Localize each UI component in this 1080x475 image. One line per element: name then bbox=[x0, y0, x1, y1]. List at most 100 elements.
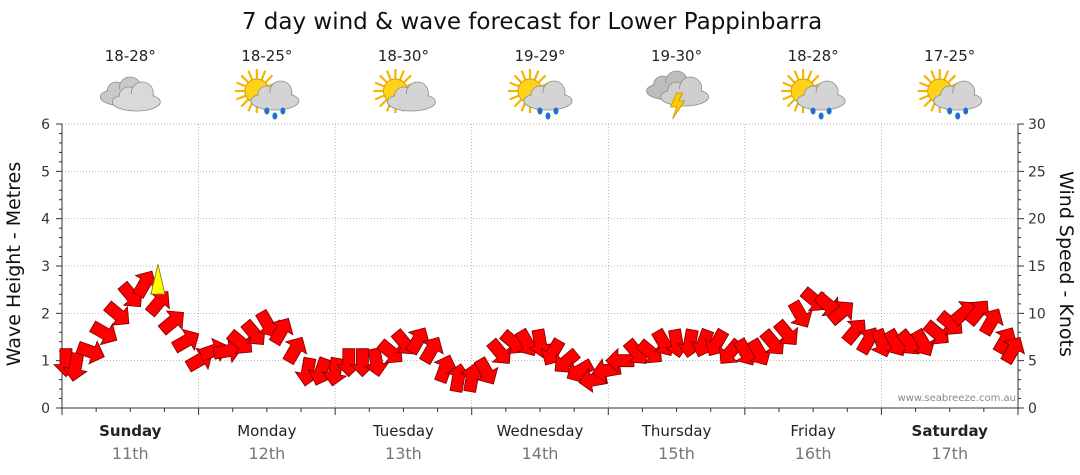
wind-arrow bbox=[964, 300, 990, 327]
y-tick-left: 5 bbox=[41, 164, 50, 180]
day-labels: Sunday 11th Monday 12th Tuesday 13th Wednesday… bbox=[99, 422, 988, 463]
y-tick-left: 1 bbox=[41, 354, 50, 370]
sun-ray bbox=[385, 70, 392, 81]
sun-ray bbox=[943, 70, 950, 81]
temperature-range: 19-30° bbox=[651, 47, 702, 65]
day-name: Tuesday bbox=[372, 422, 434, 440]
rain-drop bbox=[818, 112, 824, 120]
cloud-shape bbox=[387, 81, 436, 112]
front-cloud bbox=[111, 81, 161, 112]
sun-ray bbox=[399, 70, 405, 81]
wind-arrow bbox=[910, 327, 936, 357]
cloudy-icon bbox=[99, 76, 161, 112]
lightning-bolt bbox=[669, 92, 686, 120]
wind-arrow bbox=[405, 327, 431, 356]
sun-ray bbox=[260, 70, 267, 81]
y-tick-left: 3 bbox=[41, 259, 50, 275]
sun-ray bbox=[537, 74, 547, 84]
wind-arrow bbox=[978, 308, 1004, 337]
rain-drop bbox=[553, 107, 559, 115]
sun-ray bbox=[533, 70, 540, 81]
wind-arrow bbox=[268, 317, 294, 347]
wind-arrow bbox=[566, 358, 595, 384]
rain-drop bbox=[280, 107, 286, 115]
y-tick-right: 10 bbox=[1028, 306, 1046, 322]
partly-cloudy-icon bbox=[373, 69, 436, 113]
y-tick-left: 2 bbox=[41, 306, 50, 322]
y-tick-right: 15 bbox=[1028, 259, 1046, 275]
temperature-range: 19-29° bbox=[514, 47, 565, 65]
day-date: 13th bbox=[385, 444, 422, 463]
day-name: Monday bbox=[237, 422, 296, 440]
sun-showers-icon bbox=[781, 69, 846, 120]
thunderstorm-icon bbox=[646, 70, 709, 120]
y-tick-left: 4 bbox=[41, 212, 50, 228]
sun-ray bbox=[810, 74, 820, 84]
wind-arrow bbox=[826, 301, 854, 327]
weather-icons bbox=[99, 69, 983, 120]
cloud-shape bbox=[250, 80, 300, 111]
rain-drop bbox=[537, 107, 543, 115]
day-name: Saturday bbox=[912, 422, 989, 440]
sun-ray bbox=[509, 94, 520, 101]
rain-drop bbox=[955, 112, 961, 120]
day-name: Wednesday bbox=[497, 422, 584, 440]
wind-arrows bbox=[53, 264, 1026, 393]
sun-ray bbox=[374, 94, 385, 101]
y-axis-left-title: Wave Height - Metres bbox=[3, 162, 25, 366]
sun-ray bbox=[374, 81, 385, 88]
wind-arrow bbox=[170, 328, 200, 354]
temperature-labels: 18-28° 18-25° 18-30° 19-29° 19-30° 18-28° 17-2… bbox=[105, 47, 976, 65]
sun-ray bbox=[403, 74, 412, 84]
temperature-range: 18-28° bbox=[788, 47, 839, 65]
wind-arrow bbox=[772, 318, 799, 345]
day-date: 12th bbox=[248, 444, 285, 463]
sun-ray bbox=[264, 74, 274, 84]
day-date: 17th bbox=[931, 444, 968, 463]
day-date: 14th bbox=[522, 444, 559, 463]
wind-arrow bbox=[419, 336, 444, 366]
sun-ray bbox=[513, 74, 523, 84]
rain-drop bbox=[947, 107, 953, 115]
sun-ray bbox=[240, 98, 250, 108]
y-tick-right: 5 bbox=[1028, 354, 1037, 370]
sun-ray bbox=[379, 74, 388, 84]
sun-ray bbox=[947, 74, 957, 84]
wind-arrow bbox=[841, 319, 867, 346]
wind-arrow bbox=[635, 338, 662, 364]
sun-ray bbox=[923, 74, 933, 84]
wind-arrow bbox=[1000, 336, 1026, 366]
sun-ray bbox=[236, 94, 247, 101]
cloud-shape bbox=[523, 80, 573, 111]
rain-drop bbox=[826, 107, 832, 115]
cloud-shape bbox=[933, 80, 983, 111]
rain-drop bbox=[264, 107, 270, 115]
sun-ray bbox=[240, 74, 250, 84]
gust-marker bbox=[150, 264, 166, 295]
temperature-range: 18-25° bbox=[241, 47, 292, 65]
sun-ray bbox=[513, 98, 523, 108]
day-date: 16th bbox=[795, 444, 832, 463]
day-name: Thursday bbox=[641, 422, 712, 440]
sun-ray bbox=[923, 98, 933, 108]
day-date: 11th bbox=[112, 444, 149, 463]
y-tick-right: 0 bbox=[1028, 401, 1037, 417]
sun-ray bbox=[793, 70, 800, 81]
wind-arrow bbox=[89, 320, 118, 346]
wind-arrow bbox=[62, 352, 88, 382]
wind-arrow bbox=[349, 348, 376, 378]
day-date: 15th bbox=[658, 444, 695, 463]
wind-arrow bbox=[527, 328, 554, 359]
y-tick-right: 30 bbox=[1028, 117, 1046, 133]
y-axis-right-title: Wind Speed - Knots bbox=[1055, 171, 1077, 357]
wind-arrow bbox=[282, 336, 308, 366]
sun-ray bbox=[782, 81, 793, 88]
cloud-shape bbox=[796, 80, 846, 111]
sun-ray bbox=[786, 74, 796, 84]
sun-ray bbox=[520, 70, 527, 81]
rain-drop bbox=[810, 107, 816, 115]
sun-ray bbox=[786, 98, 796, 108]
sun-ray bbox=[806, 70, 813, 81]
sun-ray bbox=[782, 94, 793, 101]
